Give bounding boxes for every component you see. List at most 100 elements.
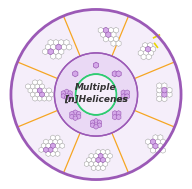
Polygon shape [111,32,116,38]
Polygon shape [167,91,172,98]
Polygon shape [96,165,101,171]
Polygon shape [90,123,95,128]
Polygon shape [112,71,118,77]
Polygon shape [53,139,58,144]
Polygon shape [44,139,48,144]
Polygon shape [151,147,156,153]
Polygon shape [46,151,50,156]
Polygon shape [98,153,103,159]
Polygon shape [40,84,44,89]
Polygon shape [87,157,91,163]
Polygon shape [93,62,99,68]
Polygon shape [108,153,112,159]
Polygon shape [103,153,108,159]
Polygon shape [44,147,48,153]
Polygon shape [53,49,59,55]
Polygon shape [121,94,126,99]
Polygon shape [61,94,65,98]
Text: Multiple
[n]Helicenes: Multiple [n]Helicenes [64,83,128,104]
Polygon shape [68,94,72,98]
Polygon shape [151,139,156,145]
Polygon shape [47,88,51,93]
Polygon shape [53,40,59,46]
Polygon shape [94,153,98,159]
Polygon shape [143,42,148,48]
Circle shape [11,9,181,180]
Polygon shape [101,157,105,163]
Polygon shape [160,139,165,145]
Polygon shape [141,54,146,60]
Polygon shape [59,40,64,46]
Polygon shape [50,143,55,149]
Polygon shape [148,50,153,56]
Polygon shape [37,96,42,101]
Polygon shape [125,94,130,99]
Polygon shape [59,49,64,55]
Polygon shape [103,27,108,33]
Polygon shape [48,40,53,46]
Polygon shape [50,143,55,149]
Polygon shape [60,143,65,149]
Circle shape [54,53,138,136]
Text: Multiple
[n]Helicenes: Multiple [n]Helicenes [64,83,128,104]
Polygon shape [116,111,121,116]
Polygon shape [56,44,61,50]
Polygon shape [105,149,110,155]
Polygon shape [162,83,167,89]
Polygon shape [50,135,55,140]
Polygon shape [156,147,160,153]
Polygon shape [33,96,37,101]
Polygon shape [40,92,44,97]
Polygon shape [44,147,48,153]
Polygon shape [103,161,108,167]
Polygon shape [116,71,121,77]
Polygon shape [55,151,60,156]
Polygon shape [108,36,113,42]
Polygon shape [148,42,153,48]
Polygon shape [153,143,158,149]
Polygon shape [113,27,119,33]
Polygon shape [33,80,37,85]
Polygon shape [157,96,162,102]
Polygon shape [42,96,47,101]
Polygon shape [26,84,30,89]
Polygon shape [73,71,78,77]
Polygon shape [68,91,72,95]
Polygon shape [91,165,96,171]
Polygon shape [50,151,55,156]
Polygon shape [89,153,94,159]
Polygon shape [94,124,98,129]
Polygon shape [51,53,56,59]
Polygon shape [30,92,35,97]
Polygon shape [45,44,51,50]
Circle shape [76,74,116,115]
Polygon shape [65,89,69,94]
Polygon shape [48,49,53,55]
Polygon shape [46,143,50,149]
Polygon shape [66,44,72,50]
Polygon shape [64,40,69,46]
Polygon shape [47,96,51,101]
Polygon shape [84,161,89,167]
Polygon shape [39,147,44,153]
Polygon shape [108,27,113,33]
Polygon shape [103,36,108,42]
Polygon shape [56,44,61,50]
Polygon shape [35,92,40,97]
Polygon shape [151,46,156,52]
Polygon shape [56,53,61,59]
Polygon shape [30,84,35,89]
Polygon shape [65,95,69,100]
Polygon shape [98,27,103,33]
Polygon shape [70,114,74,119]
Polygon shape [90,120,95,125]
Polygon shape [148,143,153,149]
Polygon shape [158,143,163,149]
Polygon shape [97,123,102,128]
Polygon shape [162,96,167,102]
Polygon shape [160,147,165,153]
Polygon shape [156,139,160,145]
Polygon shape [42,88,47,93]
Polygon shape [40,92,44,97]
Polygon shape [49,92,54,97]
